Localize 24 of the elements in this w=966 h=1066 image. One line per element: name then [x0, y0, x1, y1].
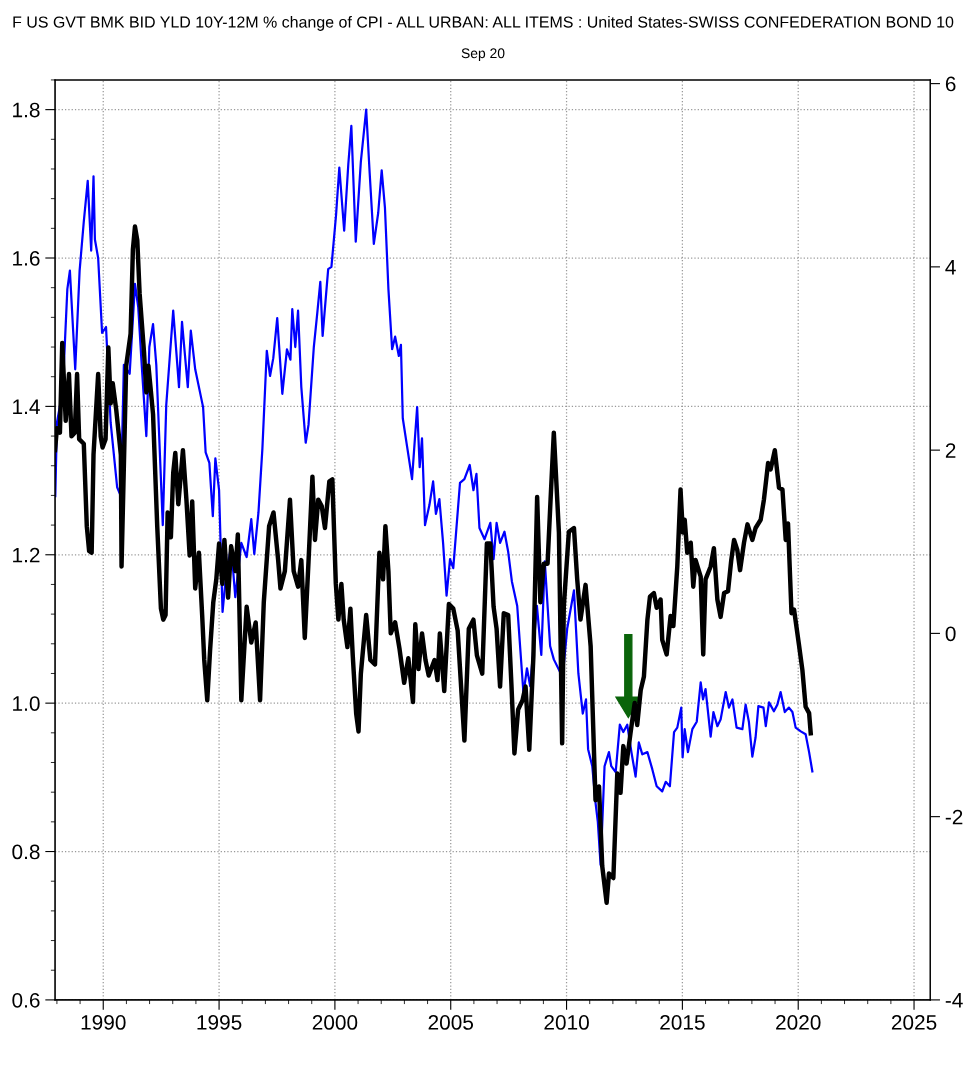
x-tick-label: 2025 — [891, 1015, 937, 1030]
x-tick-label: 2000 — [312, 1015, 358, 1030]
y2-tick-label: 0 — [945, 626, 956, 642]
y2-tick-label: -2 — [945, 809, 963, 825]
y2-tick-label: -4 — [945, 993, 963, 1008]
x-tick-label: 1995 — [197, 1015, 242, 1030]
y-tick-label: 0.6 — [12, 992, 40, 1008]
y-tick-label: 1.4 — [13, 399, 40, 414]
y-tick-label: 1.6 — [13, 251, 40, 266]
x-tick-label: 2015 — [660, 1015, 705, 1030]
y-tick-label: 0.8 — [12, 844, 40, 860]
x-tick-label: 2005 — [428, 1015, 474, 1030]
y-tick-label: 1.0 — [13, 696, 40, 711]
x-tick-label: 2020 — [776, 1015, 821, 1030]
y-tick-label: 1.8 — [13, 102, 40, 118]
y2-tick-label: 2 — [945, 443, 956, 458]
chart-subtitle: Sep 20 — [461, 48, 505, 61]
x-tick-label: 2010 — [544, 1015, 589, 1030]
chart-title: F US GVT BMK BID YLD 10Y-12M % change of CPI - ALL URBAN: ALL ITEMS : United States-SWISS CONFEDERATION BOND 10 — [13, 15, 954, 31]
y-tick-label: 1.2 — [13, 547, 40, 563]
line-series — [55, 108, 814, 866]
y2-tick-label: 6 — [945, 76, 956, 92]
y2-tick-label: 4 — [945, 260, 956, 275]
x-tick-label: 1990 — [81, 1015, 126, 1030]
